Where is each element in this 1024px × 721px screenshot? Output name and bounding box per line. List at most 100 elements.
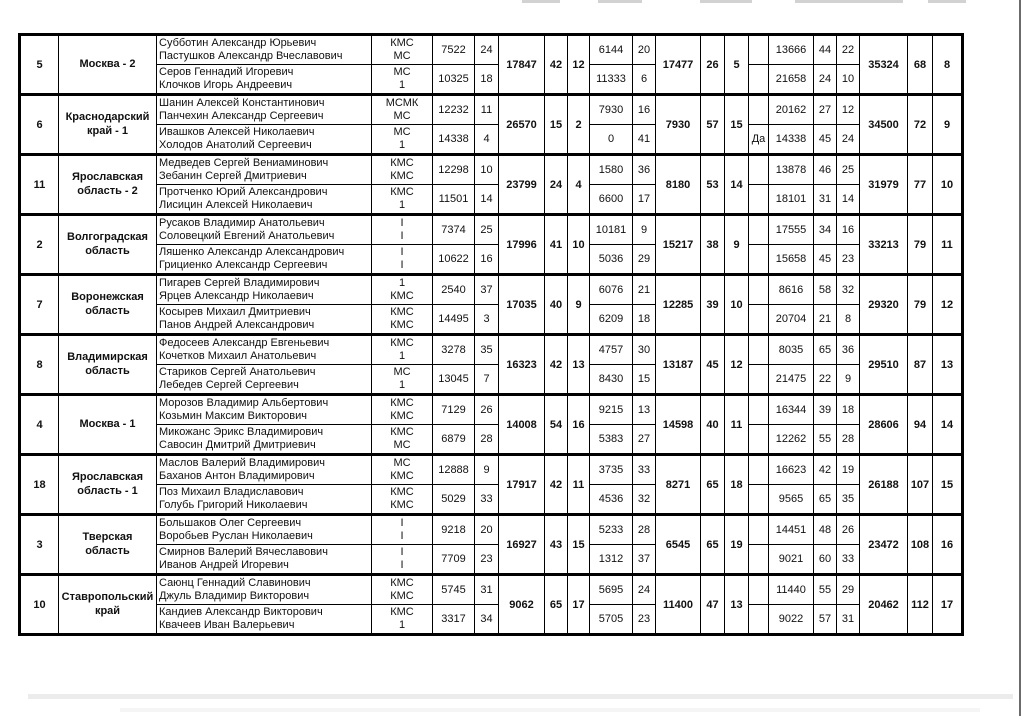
stage3-place-b: 9	[836, 364, 860, 395]
retry-flag	[748, 244, 769, 275]
stage3-place-b: 28	[836, 424, 860, 455]
stage1-sum: 17035	[498, 273, 545, 335]
athlete-name: Зебанин Сергей Дмитриевич	[159, 170, 307, 182]
final-place: 12	[932, 273, 963, 335]
stage2-sum: 13187	[655, 333, 701, 395]
stage3-place-a: 45	[813, 124, 837, 155]
athlete-rank: 1	[398, 139, 406, 151]
athlete-name: Баханов Антон Владимирович	[159, 470, 315, 482]
results-table-body: 5 Москва - 2 Субботин Александр Юрьевич Пас…	[19, 34, 963, 635]
team-region: Воронежская область	[58, 273, 157, 335]
team-row-second-pair: Протченко Юрий Александрович Лисицин Алек…	[20, 184, 963, 215]
stage2-place: 30	[632, 333, 656, 365]
retry-flag	[748, 604, 769, 635]
stage1-sum: 16323	[498, 333, 545, 395]
team-row-second-pair: Ляшенко Александр Александрович Грициенко…	[20, 244, 963, 275]
stage3-place-b: 19	[836, 453, 860, 485]
stage1-place: 28	[474, 424, 499, 455]
stage1-score: 12298	[432, 153, 475, 185]
stage3-score: 14338	[768, 124, 814, 155]
stage2-rank: 14	[724, 153, 749, 215]
cropped-row-remnant	[928, 0, 966, 3]
stage3-place-b: 31	[836, 604, 860, 635]
stage3-place-a: 42	[813, 453, 837, 485]
stage2-points: 65	[700, 513, 725, 575]
athlete-name: Саюнц Геннадий Славинович	[159, 576, 311, 589]
pair-ranks: КМС МС	[371, 424, 433, 455]
stage3-score: 16344	[768, 393, 814, 425]
team-row-second-pair: Ивашков Алексей Николаевич Холодов Анатол…	[20, 124, 963, 155]
stage3-place-b: 24	[836, 124, 860, 155]
cropped-row-remnant	[700, 0, 752, 3]
stage1-score: 6879	[432, 424, 475, 455]
stage1-place: 34	[474, 604, 499, 635]
stage2-score: 10181	[589, 213, 633, 245]
athlete-rank: МС	[393, 50, 411, 62]
stage1-score: 3278	[432, 333, 475, 365]
stage3-score: 21475	[768, 364, 814, 395]
stage3-place-a: 55	[813, 573, 837, 605]
stage2-score: 6076	[589, 273, 633, 305]
stage1-score: 7374	[432, 213, 475, 245]
stage2-points: 26	[700, 34, 725, 95]
pair-ranks: КМС КМС	[371, 153, 433, 185]
athlete-name: Смирнов Валерий Вячеславович	[159, 545, 328, 558]
total-score: 35324	[859, 34, 908, 95]
stage1-score: 12888	[432, 453, 475, 485]
retry-flag	[748, 333, 769, 365]
retry-flag	[748, 544, 769, 575]
athlete-rank: МС	[393, 65, 411, 78]
cropped-row-remnant	[598, 0, 642, 3]
team-number: 10	[19, 573, 59, 635]
athlete-rank: КМС	[390, 336, 414, 349]
stage3-score: 9021	[768, 544, 814, 575]
athlete-rank: МС	[393, 125, 411, 138]
stage2-score: 5036	[589, 244, 633, 275]
athlete-rank: I	[400, 516, 404, 529]
team-row: 5 Москва - 2 Субботин Александр Юрьевич Пас…	[19, 34, 963, 95]
athlete-name: Панов Андрей Александрович	[159, 319, 315, 331]
athlete-rank: МС	[393, 439, 411, 451]
stage2-points: 45	[700, 333, 725, 395]
stage2-points: 39	[700, 273, 725, 335]
stage2-place: 6	[632, 64, 656, 95]
retry-flag	[748, 153, 769, 185]
stage2-sum: 12285	[655, 273, 701, 335]
total-score: 28606	[859, 393, 908, 455]
athlete-name: Протченко Юрий Александрович	[159, 185, 328, 198]
athlete-rank: КМС	[390, 170, 414, 182]
stage1-sum: 23799	[498, 153, 545, 215]
stage2-place: 41	[632, 124, 656, 155]
team-row: 7 Воронежская область Пигарев Сергей Влади…	[19, 273, 963, 335]
stage3-score: 13878	[768, 153, 814, 185]
total-points: 107	[907, 453, 933, 515]
team-row: 2 Волгоградская область Русаков Владимир А…	[19, 213, 963, 275]
final-place: 8	[932, 34, 963, 95]
pair-ranks: МС 1	[371, 124, 433, 155]
pair-names: Ляшенко Александр Александрович Грициенко…	[156, 244, 372, 275]
stage1-place: 16	[474, 244, 499, 275]
stage1-place: 7	[474, 364, 499, 395]
stage1-place: 31	[474, 573, 499, 605]
athlete-rank: 1	[398, 79, 406, 91]
stage1-sum: 26570	[498, 93, 545, 155]
athlete-name: Медведев Сергей Вениаминович	[159, 156, 329, 169]
pair-ranks: МС 1	[371, 64, 433, 95]
athlete-name: Поз Михаил Владиславович	[159, 485, 304, 498]
pair-names: Протченко Юрий Александрович Лисицин Алек…	[156, 184, 372, 215]
stage3-place-a: 34	[813, 213, 837, 245]
stage1-rank: 2	[567, 93, 590, 155]
stage3-score: 21658	[768, 64, 814, 95]
stage2-score: 1312	[589, 544, 633, 575]
stage3-score: 11440	[768, 573, 814, 605]
stage2-rank: 18	[724, 453, 749, 515]
athlete-name: Ляшенко Александр Александрович	[159, 245, 345, 258]
total-points: 79	[907, 213, 933, 275]
stage3-place-a: 60	[813, 544, 837, 575]
page-right-edge-shadow	[1019, 0, 1021, 716]
stage2-sum: 6545	[655, 513, 701, 575]
